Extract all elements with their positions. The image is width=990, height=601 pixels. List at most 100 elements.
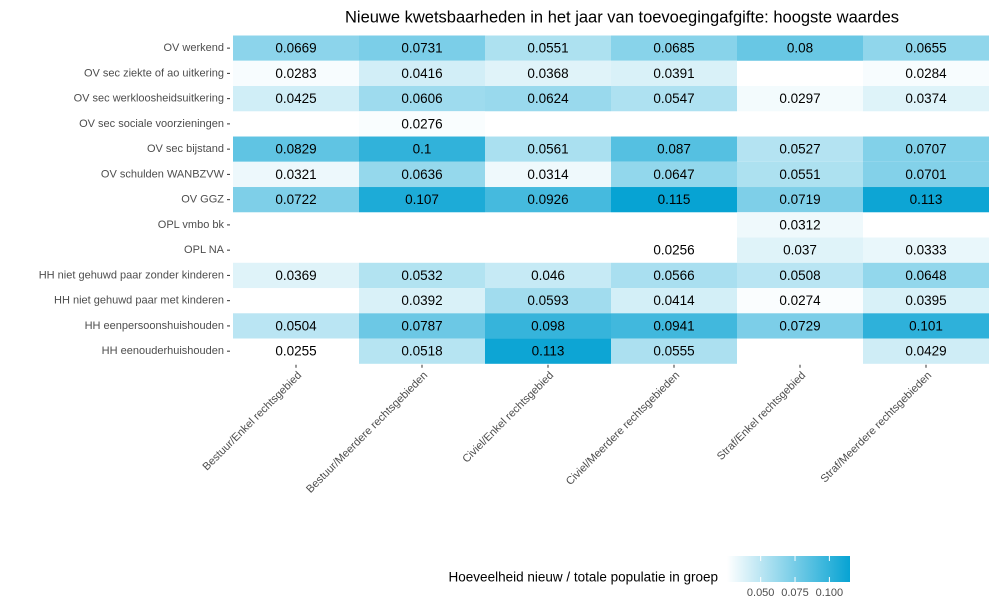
cell-label: 0.0321: [275, 167, 316, 182]
cell: [485, 262, 611, 289]
cell: [863, 86, 989, 112]
cell: [737, 313, 863, 339]
cell: [233, 187, 359, 213]
cell-label: 0.113: [910, 192, 943, 207]
cell: [863, 288, 989, 314]
cell: [737, 187, 863, 213]
y-tick-label: OPL vmbo bk: [158, 219, 225, 231]
cell-label: 0.0941: [653, 318, 694, 333]
cell-label: 0.0647: [653, 167, 694, 182]
cell: [233, 262, 359, 289]
cell-label: 0.0593: [527, 293, 568, 308]
y-tick-label: OV GGZ: [181, 194, 224, 206]
cell: [359, 136, 485, 162]
cell: [863, 313, 989, 339]
cell-label: 0.0276: [401, 116, 442, 131]
x-tick-label: Civiel/Enkel rechtsgebied: [460, 369, 556, 465]
cell-label: 0.115: [658, 192, 691, 207]
y-tick-label: OV sec ziekte of ao uitkering: [84, 67, 224, 79]
cell: [863, 262, 989, 289]
chart-title: Nieuwe kwetsbaarheden in het jaar van to…: [345, 8, 899, 26]
cell-label: 0.0508: [779, 268, 820, 283]
cell: [359, 313, 485, 339]
cell-label: 0.0284: [905, 66, 947, 81]
cell: [359, 35, 485, 61]
cell: [485, 187, 611, 213]
cell-label: 0.0547: [653, 91, 694, 106]
cell: [611, 338, 737, 364]
cell: [863, 60, 989, 87]
cell: [359, 262, 485, 289]
cell: [233, 35, 359, 61]
cell-label: 0.0425: [275, 91, 316, 106]
cell-label: 0.0333: [905, 243, 946, 258]
cell: [485, 338, 611, 364]
cell-label: 0.107: [405, 192, 439, 207]
cell: [359, 338, 485, 364]
cell-label: 0.0414: [653, 293, 695, 308]
cell: [485, 136, 611, 162]
x-tick-label: Bestuur/Enkel rechtsgebied: [201, 369, 305, 473]
y-tick-label: OV sec werkloosheidsuitkering: [74, 93, 224, 105]
cell: [611, 136, 737, 162]
cell: [485, 161, 611, 188]
cell-label: 0.0648: [905, 268, 946, 283]
cell-label: 0.0685: [653, 41, 694, 56]
cell: [233, 86, 359, 112]
cell: [863, 136, 989, 162]
cell: [737, 262, 863, 289]
cell-label: 0.0561: [527, 142, 568, 157]
cell: [737, 35, 863, 61]
cell-label: 0.0787: [401, 318, 442, 333]
cell: [359, 288, 485, 314]
cell-label: 0.0555: [653, 344, 694, 359]
cell-label: 0.0655: [905, 41, 946, 56]
cell-label: 0.0829: [275, 142, 316, 157]
y-tick-label: OV sec bijstand: [147, 143, 224, 155]
cell-label: 0.087: [657, 142, 691, 157]
cell-label: 0.0416: [401, 66, 442, 81]
x-tick-label: Bestuur/Meerdere rechtsgebieden: [304, 369, 430, 495]
cell: [233, 136, 359, 162]
cell: [233, 313, 359, 339]
cell-label: 0.0429: [905, 344, 946, 359]
cell-label: 0.037: [783, 243, 817, 258]
y-tick-label: OV schulden WANBZVW: [101, 168, 225, 180]
cell: [863, 338, 989, 364]
cell-label: 0.0368: [527, 66, 568, 81]
y-tick-label: HH niet gehuwd paar zonder kinderen: [39, 269, 224, 281]
cell: [611, 187, 737, 213]
cell-label: 0.0527: [779, 142, 820, 157]
cell: [737, 86, 863, 112]
cell-label: 0.0374: [905, 91, 947, 106]
cell-label: 0.0255: [275, 344, 316, 359]
cell-label: 0.046: [531, 268, 565, 283]
legend-title: Hoeveelheid nieuw / totale populatie in …: [449, 570, 718, 585]
cell: [863, 161, 989, 188]
cell-label: 0.0719: [779, 192, 820, 207]
cell-label: 0.0636: [401, 167, 442, 182]
cell-label: 0.0551: [527, 41, 568, 56]
cell-label: 0.0297: [779, 91, 820, 106]
cell: [737, 237, 863, 263]
x-tick-label: Straf/Meerdere rechtsgebieden: [818, 369, 934, 485]
cell-label: 0.0504: [275, 318, 317, 333]
cell: [359, 86, 485, 112]
cell-label: 0.0729: [779, 318, 820, 333]
cell-label: 0.113: [532, 344, 565, 359]
cell-label: 0.0606: [401, 91, 442, 106]
cell-label: 0.0624: [527, 91, 569, 106]
cell-label: 0.0283: [275, 66, 316, 81]
cell-label: 0.0926: [527, 192, 568, 207]
cell-label: 0.0312: [779, 217, 820, 232]
cell: [611, 86, 737, 112]
cell-label: 0.08: [787, 41, 813, 56]
cell-label: 0.098: [531, 318, 565, 333]
cell: [737, 136, 863, 162]
cell-label: 0.0566: [653, 268, 694, 283]
colorbar-tick-label: 0.050: [747, 587, 775, 599]
cell: [863, 35, 989, 61]
cell: [485, 86, 611, 112]
cell-label: 0.0256: [653, 243, 694, 258]
cell: [359, 187, 485, 213]
